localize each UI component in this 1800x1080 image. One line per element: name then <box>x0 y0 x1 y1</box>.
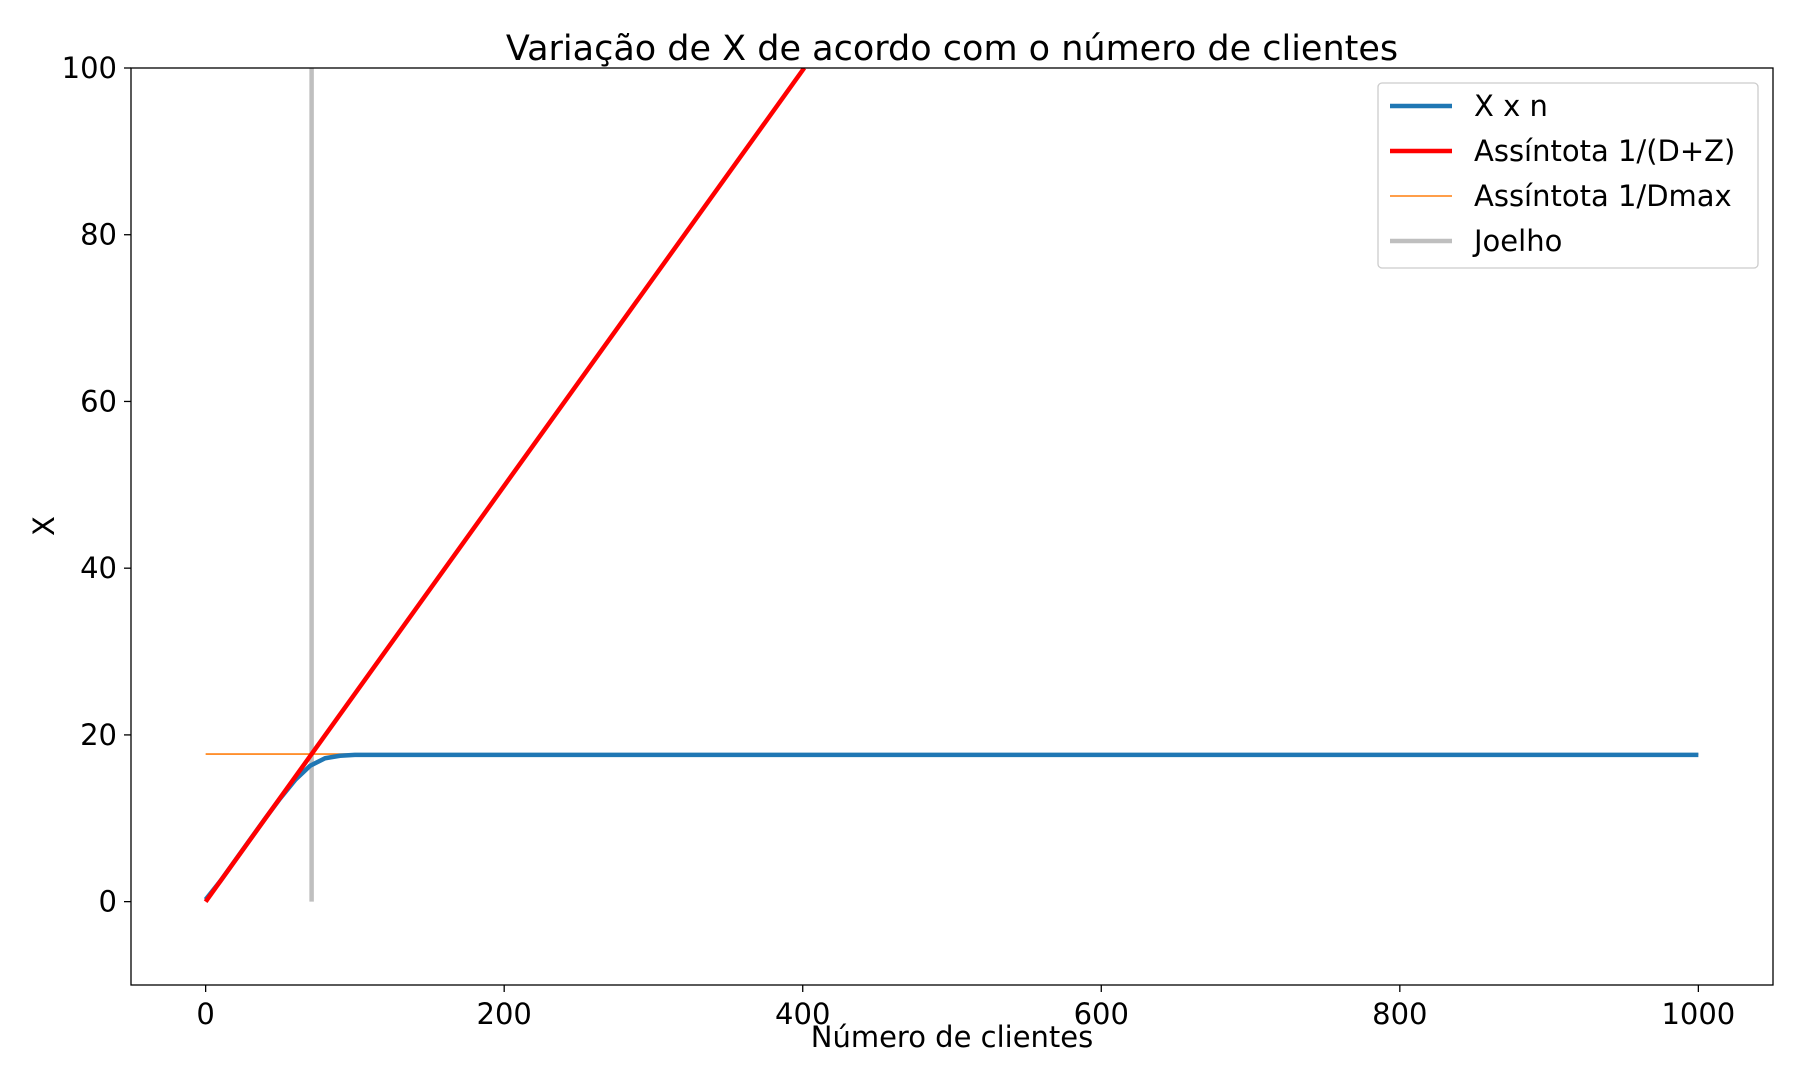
y-ticks: 0 20 40 60 80 100 <box>62 51 131 919</box>
y-tick-label-1: 20 <box>80 718 117 752</box>
y-tick-label-2: 40 <box>80 551 117 585</box>
legend-label-3: Joelho <box>1472 224 1562 258</box>
x-ticks: 0 200 400 600 800 1000 <box>196 985 1735 1031</box>
plot-lines <box>203 68 1699 903</box>
x-tick-label-3: 600 <box>1074 997 1129 1031</box>
series-line-1 <box>203 68 807 903</box>
y-tick-label-5: 100 <box>62 51 117 85</box>
x-tick-label-0: 0 <box>196 997 214 1031</box>
legend-label-0: X x n <box>1474 89 1548 123</box>
legend-entries: X x n Assíntota 1/(D+Z) Assíntota 1/Dmax Jo… <box>1390 89 1735 258</box>
y-tick-label-4: 80 <box>80 218 117 252</box>
x-axis-label: Número de clientes <box>811 1020 1093 1054</box>
legend-label-1: Assíntota 1/(D+Z) <box>1474 134 1735 168</box>
y-tick-label-3: 60 <box>80 384 117 418</box>
x-tick-label-4: 800 <box>1372 997 1427 1031</box>
chart-title: Variação de X de acordo com o número de … <box>506 29 1398 69</box>
y-axis-label: X <box>27 516 61 536</box>
series-line-0 <box>203 752 1699 901</box>
x-tick-label-5: 1000 <box>1661 997 1735 1031</box>
legend: X x n Assíntota 1/(D+Z) Assíntota 1/Dmax Jo… <box>1377 82 1759 269</box>
legend-label-2: Assíntota 1/Dmax <box>1474 179 1732 213</box>
y-tick-label-0: 0 <box>99 885 117 919</box>
x-tick-label-2: 400 <box>775 997 830 1031</box>
legend-box <box>1377 82 1759 269</box>
plot-frame <box>130 67 1774 986</box>
x-tick-label-1: 200 <box>477 997 532 1031</box>
